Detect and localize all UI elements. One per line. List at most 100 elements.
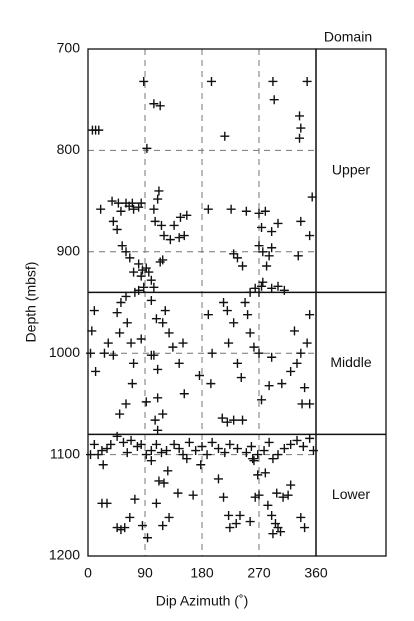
data-point [297, 399, 307, 409]
data-point [296, 348, 306, 358]
data-point [296, 123, 306, 133]
data-point [207, 348, 217, 358]
data-point [129, 204, 139, 214]
data-point [194, 371, 204, 381]
data-point [121, 399, 131, 409]
data-point [91, 366, 101, 376]
data-point [158, 318, 168, 328]
data-point [267, 510, 277, 520]
data-point [232, 358, 242, 368]
data-point [229, 318, 239, 328]
data-point [254, 348, 264, 358]
data-point [115, 409, 125, 419]
data-point [146, 275, 156, 285]
data-point [203, 310, 213, 320]
data-point [305, 399, 315, 409]
data-point [260, 206, 270, 216]
x-tick-label: 90 [137, 565, 153, 581]
data-point [149, 282, 159, 292]
data-point [108, 216, 118, 226]
data-point [112, 224, 122, 234]
data-point [249, 342, 259, 352]
data-point [134, 259, 144, 269]
y-tick-label: 1200 [49, 547, 80, 563]
data-point [149, 204, 159, 214]
data-point [292, 358, 302, 368]
data-point [196, 460, 206, 470]
data-point [264, 381, 274, 391]
data-point [295, 133, 305, 143]
data-point [222, 306, 232, 316]
data-point [259, 446, 269, 456]
data-point [160, 306, 170, 316]
data-point [89, 306, 99, 316]
data-point [153, 364, 163, 374]
data-point [219, 492, 229, 502]
data-point [191, 446, 201, 456]
domain-title: Domain [324, 29, 372, 45]
domain-label: Lower [332, 486, 370, 502]
data-point [267, 352, 277, 362]
data-point [169, 220, 179, 230]
domain-label: Middle [330, 354, 371, 370]
data-point [225, 523, 235, 533]
data-point [268, 76, 278, 86]
data-point [254, 241, 264, 251]
data-point [178, 450, 188, 460]
data-point [295, 111, 305, 121]
data-point [146, 446, 156, 456]
data-point [121, 247, 131, 257]
data-point [268, 529, 278, 539]
data-point [89, 439, 99, 449]
data-point [207, 76, 216, 86]
data-point [116, 298, 126, 307]
data-point [158, 409, 168, 419]
data-point [273, 281, 283, 291]
data-point [241, 448, 251, 458]
data-point [164, 328, 174, 338]
data-point [305, 310, 315, 320]
data-point [159, 478, 169, 488]
data-point [213, 444, 223, 454]
data-point [217, 413, 227, 423]
data-point [122, 318, 132, 328]
data-point [253, 450, 263, 460]
data-point [254, 208, 264, 218]
data-point [257, 222, 267, 232]
domain-panel [315, 48, 387, 557]
data-point [174, 358, 184, 368]
data-point [202, 450, 212, 460]
data-point [169, 439, 179, 449]
data-point [222, 417, 232, 427]
data-point [116, 525, 126, 535]
data-point [232, 253, 242, 263]
data-point [139, 76, 149, 86]
data-point [240, 298, 250, 307]
data-point [118, 437, 128, 447]
data-point [146, 295, 156, 305]
data-point [235, 510, 245, 520]
data-point [219, 298, 229, 307]
data-point [168, 342, 178, 352]
data-point [232, 444, 242, 454]
data-point [260, 468, 270, 478]
data-point [141, 397, 151, 407]
data-point [267, 227, 277, 237]
data-point [162, 446, 172, 456]
data-point [117, 241, 127, 251]
data-point [112, 431, 122, 441]
data-point [241, 206, 251, 216]
data-point [292, 435, 302, 445]
data-point [245, 328, 255, 338]
data-point [262, 261, 272, 271]
data-point [165, 235, 175, 245]
data-point [116, 206, 126, 216]
data-point [130, 494, 140, 504]
data-point [126, 338, 136, 348]
data-point [99, 348, 109, 358]
data-point [143, 533, 153, 543]
data-point [188, 490, 198, 500]
data-point [150, 216, 160, 226]
data-point [87, 326, 97, 336]
data-point [300, 523, 310, 533]
